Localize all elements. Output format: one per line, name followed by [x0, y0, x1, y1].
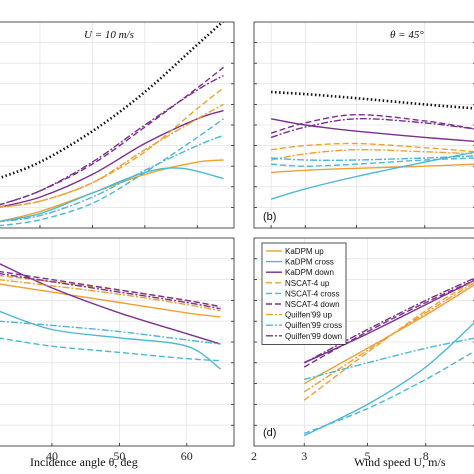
series-line-quilfen-99-cross: [304, 337, 474, 381]
axes-frame: [0, 237, 235, 447]
x-axis-label-left: Incidence angle θ, deg: [30, 455, 138, 469]
series-line-kadpm-up: [0, 283, 221, 318]
series-line-kadpm-down: [270, 118, 474, 143]
axes-frame: [0, 21, 235, 229]
axes-frame: [253, 237, 474, 447]
legend-entry: KaDPM cross: [285, 258, 334, 267]
legend-entry: NSCAT-4 up: [285, 279, 330, 288]
series-line-quilfen-99-up: [0, 103, 224, 208]
x-tick-label: 5: [365, 449, 371, 463]
series-line-quilfen-99-cross: [0, 320, 221, 345]
panel-title-left: U = 10 m/s: [84, 29, 134, 41]
series-group: [0, 263, 221, 370]
panel-top-right: θ = 45° (b): [253, 21, 474, 229]
series-line-reference-dotted: [0, 22, 225, 180]
panel-top-left: U = 10 m/s: [0, 21, 235, 229]
panel-title-right: θ = 45°: [390, 29, 424, 41]
series-group: [270, 90, 474, 200]
legend-entry: Quilfen'99 up: [285, 311, 332, 320]
series-line-quilfen-99-up: [303, 282, 474, 393]
x-tick-label: 60: [181, 449, 193, 463]
series-line-nscat-4-cross: [0, 337, 221, 362]
panel-label-d: (d): [263, 427, 276, 439]
series-line-quilfen-99-down: [303, 277, 474, 364]
grid: [0, 22, 234, 228]
legend-entry: NSCAT-4 down: [285, 300, 340, 309]
legend-entry: Quilfen'99 cross: [285, 321, 342, 330]
series-line-quilfen-99-cross: [0, 134, 224, 223]
axes-frame: [253, 21, 474, 229]
series-line-nscat-4-up: [271, 142, 474, 153]
series-line-nscat-4-down: [303, 279, 474, 368]
series-line-nscat-4-cross: [303, 350, 474, 435]
series-line-quilfen-99-down: [0, 74, 224, 206]
x-tick-label: 40: [46, 449, 58, 463]
series-line-quilfen-99-up: [270, 148, 474, 161]
x-tick-label: 3: [301, 449, 307, 463]
series-group: [0, 22, 225, 227]
series-line-kadpm-down: [0, 263, 221, 345]
series-line-nscat-4-down: [0, 270, 221, 308]
panel-label-b: (b): [263, 211, 276, 223]
series-line-quilfen-99-cross: [271, 155, 474, 161]
x-tick-label: 2: [251, 449, 257, 463]
series-line-nscat-4-cross: [271, 157, 474, 167]
series-group: [303, 277, 474, 437]
x-tick-label: 8: [423, 449, 429, 463]
series-line-quilfen-99-up: [0, 279, 221, 312]
panel-bottom-left: Incidence angle θ, deg 40 50 60: [0, 237, 235, 469]
legend-entry: Quilfen'99 down: [285, 332, 342, 341]
series-line-nscat-4-down: [270, 113, 474, 134]
series-line-reference-dotted: [271, 90, 474, 110]
series-line-nscat-4-up: [0, 87, 224, 208]
series-line-kadpm-up: [271, 163, 474, 174]
series-line-nscat-4-cross: [0, 118, 224, 227]
legend-entry: NSCAT-4 cross: [285, 289, 340, 298]
series-line-kadpm-cross: [270, 151, 474, 200]
x-axis-label-right: Wind speed U, m/s: [354, 455, 446, 469]
panel-bottom-right: (d) Wind speed U, m/s 2 3 5 8 KaDPM up KaDPM …: [251, 237, 474, 469]
series-line-nscat-4-down: [0, 66, 224, 206]
series-line-kadpm-down: [303, 279, 474, 364]
legend-entry: KaDPM up: [285, 247, 324, 256]
x-tick-label: 50: [113, 449, 125, 463]
legend-entry: KaDPM down: [285, 268, 334, 277]
series-line-kadpm-cross: [0, 310, 221, 370]
series-line-kadpm-cross: [0, 167, 224, 223]
series-line-quilfen-99-down: [0, 272, 221, 310]
series-line-quilfen-99-down: [270, 118, 474, 139]
